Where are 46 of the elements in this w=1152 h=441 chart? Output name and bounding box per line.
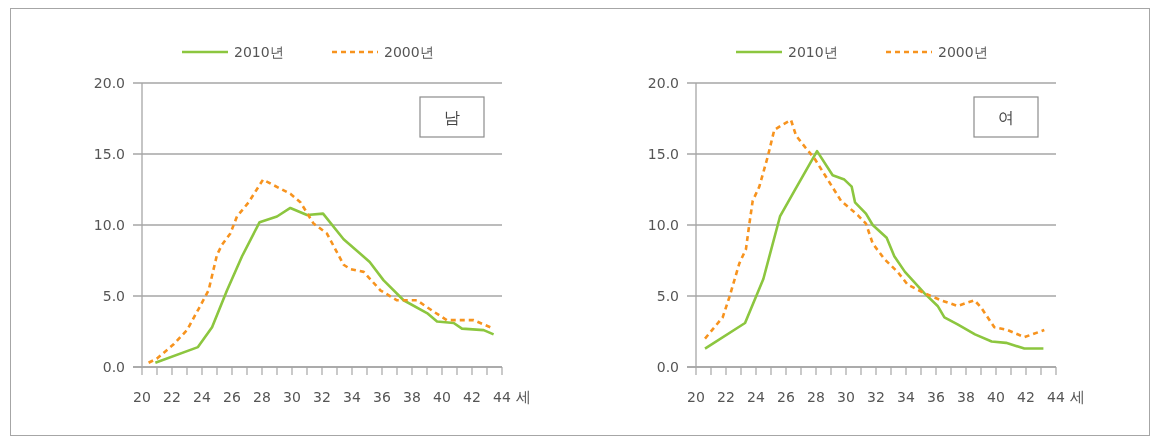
x-tick-label: 40 bbox=[433, 389, 451, 405]
y-tick-label: 15.0 bbox=[647, 146, 679, 162]
x-tick-label: 20 bbox=[133, 389, 151, 405]
y-tick-label: 20.0 bbox=[647, 75, 679, 91]
x-tick-label: 38 bbox=[957, 389, 975, 405]
x-tick-label: 32 bbox=[313, 389, 331, 405]
y-tick-label: 0.0 bbox=[656, 359, 679, 375]
legend-label: 2000년 bbox=[384, 44, 434, 60]
x-tick-label: 22 bbox=[163, 389, 181, 405]
annotation: 여 bbox=[998, 108, 1014, 127]
x-tick-label: 24 bbox=[193, 389, 211, 405]
x-tick-label: 26 bbox=[223, 389, 241, 405]
x-tick-label: 30 bbox=[837, 389, 855, 405]
x-tick-label: 34 bbox=[343, 389, 361, 405]
y-tick-label: 5.0 bbox=[656, 288, 679, 304]
x-tick-label: 40 bbox=[987, 389, 1005, 405]
x-axis-title: 세 bbox=[1070, 388, 1085, 406]
legend-label: 2010년 bbox=[788, 44, 838, 60]
x-tick-label: 30 bbox=[283, 389, 301, 405]
y-tick-label: 5.0 bbox=[102, 288, 125, 304]
y-tick-label: 0.0 bbox=[102, 359, 125, 375]
x-tick-label: 42 bbox=[1017, 389, 1035, 405]
x-tick-label: 26 bbox=[777, 389, 795, 405]
x-tick-label: 20 bbox=[687, 389, 705, 405]
x-tick-label: 42 bbox=[463, 389, 481, 405]
legend-label: 2000년 bbox=[938, 44, 988, 60]
x-tick-label: 28 bbox=[253, 389, 271, 405]
x-axis-title: 세 bbox=[516, 388, 531, 406]
legend-label: 2010년 bbox=[234, 44, 284, 60]
annotation: 남 bbox=[444, 108, 460, 127]
x-tick-label: 44 bbox=[1047, 389, 1065, 405]
x-tick-label: 36 bbox=[373, 389, 391, 405]
y-tick-label: 15.0 bbox=[93, 146, 125, 162]
line-series bbox=[154, 206, 495, 365]
y-tick-label: 10.0 bbox=[647, 217, 679, 233]
x-tick-label: 24 bbox=[747, 389, 765, 405]
x-tick-label: 22 bbox=[717, 389, 735, 405]
x-tick-label: 38 bbox=[403, 389, 421, 405]
x-tick-label: 36 bbox=[927, 389, 945, 405]
x-tick-label: 32 bbox=[867, 389, 885, 405]
y-tick-label: 10.0 bbox=[93, 217, 125, 233]
line-series bbox=[703, 149, 1045, 350]
x-tick-label: 44 bbox=[493, 389, 511, 405]
x-tick-label: 34 bbox=[897, 389, 915, 405]
y-tick-label: 20.0 bbox=[93, 75, 125, 91]
x-tick-label: 28 bbox=[807, 389, 825, 405]
